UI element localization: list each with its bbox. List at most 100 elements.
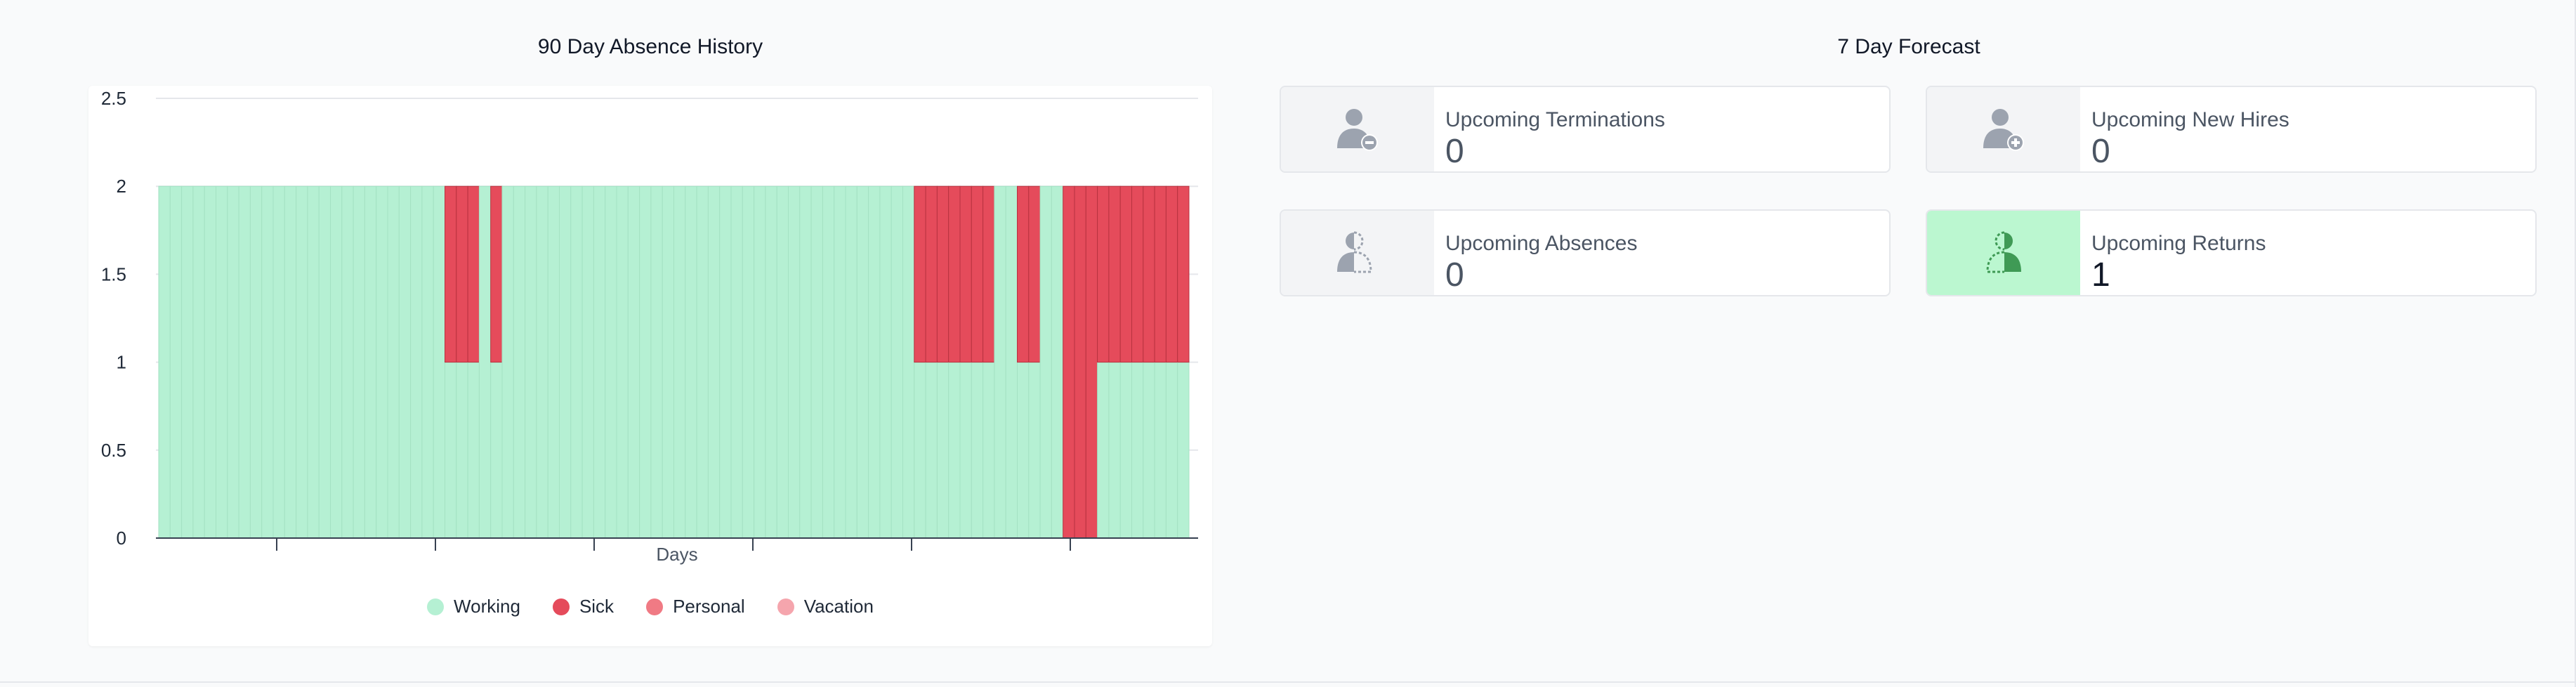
bar-working[interactable] (696, 185, 709, 539)
bar-sick[interactable] (1131, 185, 1144, 363)
bar-working[interactable] (204, 185, 216, 539)
bar-sick[interactable] (1017, 185, 1030, 363)
bar-working[interactable] (1165, 362, 1178, 539)
bar-working[interactable] (742, 185, 755, 539)
bar-working[interactable] (547, 185, 560, 539)
bar-sick[interactable] (925, 185, 938, 363)
bar-sick[interactable] (971, 185, 984, 363)
bar-sick[interactable] (445, 185, 457, 363)
bar-working[interactable] (868, 185, 881, 539)
bar-sick[interactable] (1119, 185, 1132, 363)
bar-working[interactable] (639, 185, 652, 539)
bar-working[interactable] (1131, 362, 1144, 539)
bar-working[interactable] (570, 185, 583, 539)
bar-working[interactable] (983, 362, 995, 539)
bar-working[interactable] (341, 185, 354, 539)
bar-working[interactable] (227, 185, 239, 539)
bar-working[interactable] (387, 185, 400, 539)
bar-working[interactable] (925, 362, 938, 539)
bar-working[interactable] (1119, 362, 1132, 539)
bar-sick[interactable] (983, 185, 995, 363)
bar-working[interactable] (959, 362, 972, 539)
bar-working[interactable] (376, 185, 388, 539)
bar-working[interactable] (307, 185, 320, 539)
bar-working[interactable] (1028, 362, 1041, 539)
bar-working[interactable] (1005, 185, 1018, 539)
bar-working[interactable] (559, 185, 572, 539)
bar-working[interactable] (936, 362, 949, 539)
bar-sick[interactable] (1085, 185, 1098, 539)
bar-working[interactable] (1177, 362, 1190, 539)
bar-working[interactable] (834, 185, 846, 539)
bar-working[interactable] (433, 185, 446, 539)
bar-working[interactable] (169, 185, 183, 539)
bar-working[interactable] (891, 185, 903, 539)
bar-working[interactable] (605, 185, 617, 539)
bar-working[interactable] (536, 185, 548, 539)
bar-working[interactable] (754, 185, 766, 539)
bar-working[interactable] (879, 185, 892, 539)
bar-sick[interactable] (959, 185, 972, 363)
legend-item-vacation[interactable]: Vacation (777, 596, 874, 617)
bar-working[interactable] (948, 362, 961, 539)
bar-working[interactable] (662, 185, 675, 539)
bar-working[interactable] (478, 185, 492, 539)
bar-working[interactable] (421, 185, 434, 539)
bar-sick[interactable] (1165, 185, 1178, 363)
bar-sick[interactable] (1097, 185, 1110, 363)
bar-sick[interactable] (1154, 185, 1167, 363)
bar-sick[interactable] (1074, 185, 1086, 539)
bar-working[interactable] (1143, 362, 1155, 539)
bar-working[interactable] (467, 362, 480, 539)
legend-item-working[interactable]: Working (427, 596, 520, 617)
bar-working[interactable] (216, 185, 228, 539)
bar-working[interactable] (445, 362, 457, 539)
bar-working[interactable] (158, 185, 171, 539)
bar-working[interactable] (673, 185, 686, 539)
upcoming-absences-card[interactable]: Upcoming Absences 0 (1280, 209, 1891, 296)
bar-working[interactable] (296, 185, 308, 539)
bar-working[interactable] (845, 185, 857, 539)
bar-working[interactable] (685, 185, 697, 539)
bar-working[interactable] (284, 185, 297, 539)
bar-sick[interactable] (467, 185, 480, 363)
bar-sick[interactable] (1108, 185, 1121, 363)
bar-working[interactable] (456, 362, 468, 539)
bar-working[interactable] (776, 185, 789, 539)
bar-working[interactable] (650, 185, 663, 539)
bar-working[interactable] (730, 185, 743, 539)
bar-working[interactable] (1154, 362, 1167, 539)
bar-sick[interactable] (1028, 185, 1041, 363)
bar-working[interactable] (181, 185, 194, 539)
bar-working[interactable] (593, 185, 606, 539)
bar-working[interactable] (501, 185, 514, 539)
bar-sick[interactable] (914, 185, 926, 363)
bar-sick[interactable] (948, 185, 961, 363)
bar-sick[interactable] (456, 185, 468, 363)
bar-working[interactable] (1097, 362, 1110, 539)
bar-working[interactable] (490, 362, 503, 539)
legend-item-sick[interactable]: Sick (552, 596, 614, 617)
bar-sick[interactable] (936, 185, 949, 363)
bar-working[interactable] (261, 185, 274, 539)
bar-working[interactable] (272, 185, 285, 539)
bar-working[interactable] (525, 185, 537, 539)
bar-working[interactable] (513, 185, 526, 539)
bar-working[interactable] (1017, 362, 1030, 539)
bar-working[interactable] (719, 185, 732, 539)
bar-working[interactable] (971, 362, 984, 539)
bar-working[interactable] (238, 185, 251, 539)
bar-working[interactable] (1039, 185, 1052, 539)
bar-working[interactable] (616, 185, 629, 539)
bar-sick[interactable] (490, 185, 503, 363)
bar-working[interactable] (810, 185, 823, 539)
bar-working[interactable] (822, 185, 835, 539)
bar-working[interactable] (799, 185, 812, 539)
bar-working[interactable] (902, 185, 915, 539)
bar-working[interactable] (994, 185, 1006, 539)
bar-working[interactable] (856, 185, 869, 539)
bar-working[interactable] (1108, 362, 1121, 539)
bar-working[interactable] (192, 185, 205, 539)
bar-working[interactable] (914, 362, 926, 539)
bar-working[interactable] (788, 185, 801, 539)
